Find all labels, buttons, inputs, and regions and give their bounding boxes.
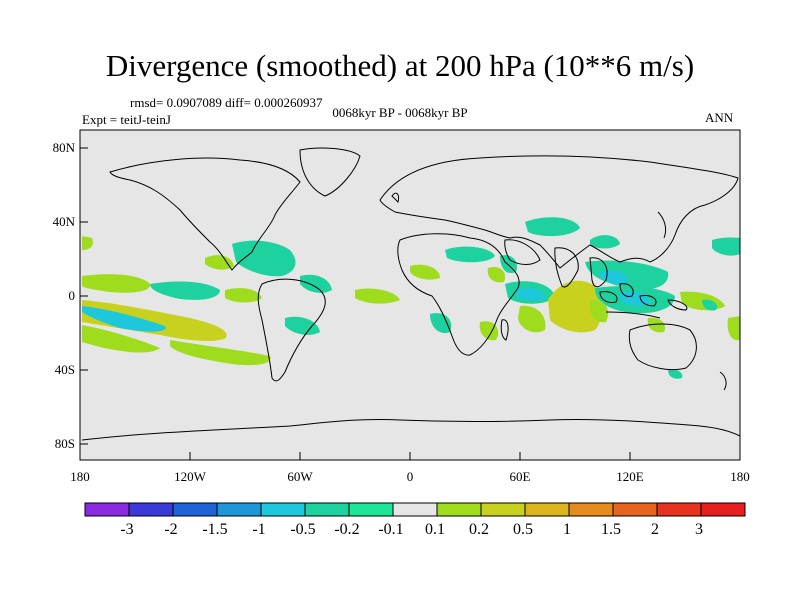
colorbar — [84, 502, 746, 517]
colorbar-box — [612, 502, 658, 517]
anomaly-patch — [479, 321, 499, 341]
anomaly-patch — [647, 317, 666, 333]
colorbar-label: -3 — [120, 521, 134, 538]
colorbar-box — [480, 502, 526, 517]
anomaly-patch — [205, 255, 234, 270]
anomaly-patch — [82, 300, 227, 342]
map-title: Divergence (smoothed) at 200 hPa (10**6 … — [105, 48, 695, 83]
colorbar-label: 1.5 — [601, 521, 621, 538]
anomaly-patch — [430, 313, 452, 334]
colorbar-box — [84, 502, 130, 517]
anomaly-patch — [525, 217, 580, 237]
colorbar-box — [260, 502, 306, 517]
anomaly-patch — [702, 299, 718, 311]
lon-label: 120E — [616, 469, 644, 484]
colorbar-label: -1.5 — [202, 521, 228, 538]
anomaly-patch — [285, 316, 320, 335]
lon-label: 60W — [287, 469, 313, 484]
lon-label: 180 — [70, 469, 90, 484]
colorbar-label: -0.5 — [290, 521, 316, 538]
anomaly-patch — [82, 236, 93, 250]
lat-label: 80S — [54, 436, 75, 451]
lat-label: 40N — [52, 214, 75, 229]
anomaly-patch — [590, 235, 620, 249]
anomaly-patch — [82, 325, 160, 353]
tick-marks — [80, 147, 631, 460]
colorbar-box — [172, 502, 218, 517]
colorbar-box — [524, 502, 570, 517]
colorbar-label: 0.2 — [469, 521, 489, 538]
colorbar-box — [700, 502, 746, 517]
anomaly-patch — [727, 316, 740, 341]
anomaly-patch — [170, 340, 271, 366]
colorbar-label: 3 — [695, 521, 703, 538]
lon-label: 120W — [174, 469, 206, 484]
lat-label: 80N — [52, 140, 75, 155]
anomaly-patch — [355, 288, 400, 304]
season-label: ANN — [705, 110, 734, 125]
lon-label: 60E — [509, 469, 531, 484]
colorbar-box — [348, 502, 394, 517]
colorbar-box — [656, 502, 702, 517]
colorbar-label: -2 — [164, 521, 178, 538]
anomaly-patch — [518, 305, 546, 333]
colorbar-label: -0.1 — [378, 521, 404, 538]
anomaly-patch — [300, 274, 332, 293]
anomaly-field — [82, 217, 740, 379]
lon-label: 0 — [406, 469, 414, 484]
anomaly-patch — [82, 274, 151, 293]
anomaly-patch — [712, 237, 740, 256]
lat-label: 0 — [68, 288, 76, 303]
colorbar-label: -1 — [252, 521, 266, 538]
anomaly-patch — [668, 369, 683, 379]
anomaly-patch — [585, 260, 669, 290]
colorbar-box — [216, 502, 262, 517]
colorbar-label: 0.1 — [425, 521, 445, 538]
stats-label: rmsd= 0.0907089 diff= 0.000260937 — [130, 95, 323, 110]
anomaly-patch — [150, 281, 220, 300]
colorbar-label: 0.5 — [513, 521, 533, 538]
period-label: 0068kyr BP - 0068kyr BP — [332, 105, 468, 120]
anomaly-patch — [82, 306, 166, 332]
anomaly-patch — [516, 288, 546, 301]
colorbar-label: -0.2 — [334, 521, 360, 538]
anomaly-patch — [589, 299, 609, 323]
lon-label: 180 — [730, 469, 750, 484]
anomaly-patch — [445, 246, 495, 263]
coastlines — [81, 147, 741, 441]
experiment-label: Expt = teitJ-teinJ — [82, 112, 171, 127]
colorbar-label: 1 — [563, 521, 571, 538]
colorbar-box — [128, 502, 174, 517]
colorbar-box — [568, 502, 614, 517]
anomaly-patch — [410, 264, 440, 280]
anomaly-patch — [225, 288, 262, 303]
anomaly-patch — [487, 266, 506, 283]
colorbar-label: 2 — [651, 521, 659, 538]
colorbar-box — [304, 502, 350, 517]
colorbar-box — [392, 502, 438, 517]
anomaly-patch — [232, 240, 296, 277]
lat-label: 40S — [54, 362, 75, 377]
anomaly-patch — [548, 280, 601, 333]
colorbar-box — [436, 502, 482, 517]
